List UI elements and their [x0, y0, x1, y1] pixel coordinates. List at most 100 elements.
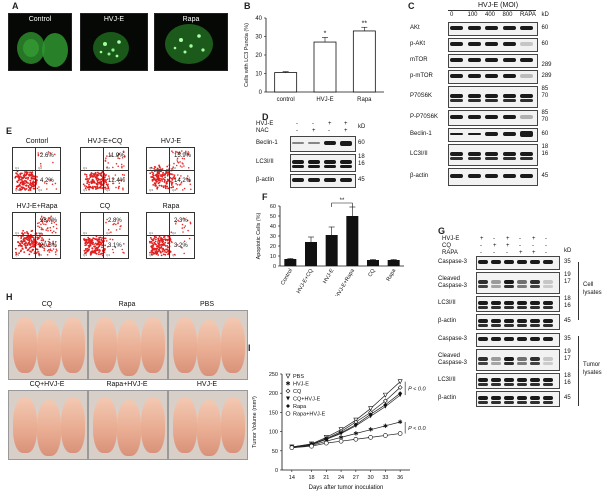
facs-event-dot	[54, 231, 57, 234]
facs-event-dot	[154, 243, 157, 245]
facs-gate-horizontal	[147, 235, 194, 236]
facs-event-dot	[31, 240, 34, 243]
blot-g-sign: -	[545, 243, 547, 249]
mouse-body	[173, 317, 197, 373]
i-series-line	[291, 433, 401, 449]
facs-event-dot	[94, 242, 97, 245]
blot-c-band	[502, 58, 516, 62]
facs-event-dot	[32, 245, 34, 247]
blot-g-tumor-band	[504, 337, 514, 341]
facs-event-dot	[100, 243, 102, 246]
facs-event-dot	[177, 174, 179, 176]
facs-gate-horizontal	[13, 235, 60, 236]
facs-q-lower-right-pct: 3.2%	[174, 243, 188, 249]
facs-event-dot	[93, 243, 95, 246]
b-bar	[313, 41, 337, 93]
mice-photo	[88, 390, 168, 460]
facs-event-dot	[48, 251, 51, 253]
facs-event-dot	[158, 164, 160, 167]
facs-event-dot	[97, 177, 99, 180]
blot-c-band	[467, 74, 481, 78]
facs-event-dot	[178, 152, 180, 155]
facs-event-dot	[23, 237, 25, 240]
facs-event-dot	[25, 184, 27, 187]
facs-event-dot	[172, 185, 174, 188]
blot-g-tumor-band-lower	[543, 362, 553, 365]
facs-event-dot	[122, 189, 124, 191]
facs-event-dot	[176, 244, 179, 246]
facs-event-dot	[31, 229, 34, 232]
facs-event-dot	[117, 222, 119, 225]
facs-event-dot	[20, 179, 23, 181]
facs-event-dot	[160, 254, 163, 257]
f-category-label: HVJ-E+CQ	[296, 267, 315, 294]
i-marker-triangle-open	[368, 406, 374, 412]
facs-event-dot	[171, 179, 174, 181]
facs-event-dot	[40, 223, 42, 226]
f-ytick-label: 60	[270, 204, 276, 210]
blot-g-cell-band	[530, 260, 540, 264]
facs-event-dot	[31, 243, 33, 245]
facs-event-dot	[97, 187, 99, 190]
facs-event-dot	[121, 165, 123, 168]
blot-g-cell-band-lower	[530, 285, 540, 288]
facs-event-dot	[173, 175, 175, 178]
facs-event-dot	[156, 187, 159, 189]
facs-event-dot	[101, 244, 104, 247]
blot-c-band	[502, 26, 516, 30]
facs-event-dot	[105, 179, 107, 181]
b-ytick-label: 20	[255, 53, 262, 59]
facs-event-dot	[95, 252, 98, 255]
facs-event-dot	[183, 158, 186, 160]
facs-event-dot	[149, 240, 151, 243]
facs-event-dot	[53, 221, 56, 224]
facs-event-dot	[37, 243, 40, 246]
facs-event-dot	[112, 251, 115, 254]
facs-event-dot	[157, 239, 160, 242]
facs-event-dot	[176, 161, 179, 163]
facs-event-dot	[23, 243, 25, 246]
facs-event-dot	[84, 242, 87, 244]
facs-event-dot	[24, 174, 27, 177]
blot-g-cell-band	[543, 301, 553, 305]
panel-b-label: B	[244, 1, 251, 11]
panel-e-label: E	[6, 126, 13, 136]
facs-event-dot	[41, 237, 43, 239]
facs-event-dot	[114, 246, 117, 249]
i-marker-triangle-filled	[286, 396, 290, 401]
micrograph-label-rapa: Rapa	[182, 16, 200, 23]
facs-event-dot	[35, 248, 38, 251]
blot-d-row-label: β-actin	[256, 177, 275, 183]
facs-event-dot	[175, 182, 177, 185]
facs-event-dot	[21, 172, 23, 175]
micrograph-label-hvje: HVJ-E	[103, 16, 125, 23]
facs-event-dot	[85, 240, 88, 243]
facs-event-dot	[84, 248, 87, 250]
facs-event-dot	[109, 238, 111, 240]
blot-g-tumor-band-lower	[478, 401, 488, 404]
i-ytick-label: 50	[272, 449, 278, 455]
facs-event-dot	[121, 248, 124, 251]
blot-g-cell-band-lower	[478, 324, 488, 327]
facs-event-dot	[122, 151, 125, 154]
facs-event-dot	[177, 219, 179, 222]
facs-event-dot	[21, 242, 24, 245]
facs-event-dot	[158, 249, 161, 252]
facs-event-dot	[112, 182, 115, 185]
blot-c-row-label: Beclin-1	[410, 131, 432, 137]
facs-event-dot	[26, 244, 29, 246]
blot-c-band-lower	[502, 157, 516, 160]
facs-event-dot	[55, 248, 58, 251]
facs-event-dot	[171, 150, 173, 152]
facs-event-dot	[33, 241, 35, 244]
blot-g-tumor-band	[517, 378, 527, 382]
facs-event-dot	[186, 177, 189, 180]
facs-event-dot	[164, 187, 167, 190]
facs-event-dot	[107, 186, 110, 188]
facs-dots	[83, 218, 125, 257]
f-bar	[284, 259, 297, 266]
blot-c-row-label: LC3I/II	[410, 151, 428, 157]
facs-event-dot	[20, 240, 22, 243]
facs-event-dot	[179, 152, 182, 155]
i-xtick-label: 36	[397, 475, 403, 481]
